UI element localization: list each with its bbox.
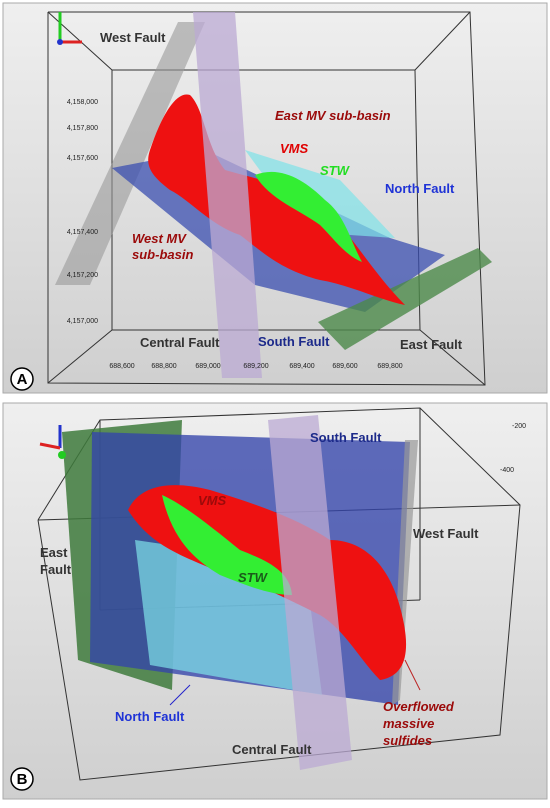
panel-letter: A xyxy=(17,371,28,388)
fault-label: West Fault xyxy=(413,526,479,541)
fault-label: East Fault xyxy=(40,545,72,577)
tick-label: -400 xyxy=(500,467,514,474)
tick-label: 689,800 xyxy=(377,363,402,370)
tick-label: 4,157,200 xyxy=(67,272,98,279)
panel-badge xyxy=(10,767,34,791)
tick-label: 689,600 xyxy=(332,363,357,370)
vms-label: VMS xyxy=(280,141,309,156)
y-axis-ticks: 4,158,000 4,157,800 4,157,600 4,157,400 … xyxy=(67,99,98,325)
basin-label: West MV sub-basin xyxy=(132,231,193,262)
fault-label: Central Fault xyxy=(232,742,312,757)
fault-label: East Fault xyxy=(400,337,463,352)
panel-a: West Fault East MV sub-basin VMS STW Nor… xyxy=(2,2,548,394)
central-fault-plane xyxy=(193,12,262,378)
axis-gizmo xyxy=(39,425,66,459)
central-fault-plane xyxy=(268,415,352,770)
fault-label: North Fault xyxy=(385,181,455,196)
stw-envelope xyxy=(245,150,395,238)
label-line: sulfides xyxy=(383,733,432,748)
label-line: Overflowed xyxy=(383,699,455,714)
stw-body xyxy=(162,495,292,595)
panel-letter: B xyxy=(17,771,28,788)
label-line: sub-basin xyxy=(132,247,193,262)
basin-label: East MV sub-basin xyxy=(275,108,391,123)
label-line: massive xyxy=(383,716,434,731)
bounding-box xyxy=(47,11,486,386)
fault-label: West Fault xyxy=(100,30,166,45)
tick-label: 4,157,400 xyxy=(67,229,98,236)
label-line: East xyxy=(40,545,68,560)
tick-label: 4,157,000 xyxy=(67,318,98,325)
fault-label: South Fault xyxy=(258,334,330,349)
x-axis-ticks: 688,600 688,800 689,000 689,200 689,400 … xyxy=(109,363,402,370)
vms-label: VMS xyxy=(198,493,227,508)
stw-label: STW xyxy=(320,163,351,178)
tick-label: 4,157,800 xyxy=(67,125,98,132)
callout-line xyxy=(169,684,191,706)
label-line: Fault xyxy=(40,562,72,577)
fault-label: North Fault xyxy=(115,709,185,724)
tick-label: 689,000 xyxy=(195,363,220,370)
tick-label: 4,157,600 xyxy=(67,155,98,162)
panel-badge xyxy=(10,367,34,391)
axis-gizmo xyxy=(57,12,82,45)
tick-label: 688,800 xyxy=(151,363,176,370)
fault-label: South Fault xyxy=(310,430,382,445)
stw-body xyxy=(255,171,362,262)
vms-body xyxy=(148,94,405,305)
annotation: Overflowed massive sulfides xyxy=(383,699,455,748)
label-line: West MV xyxy=(132,231,187,246)
stw-label: STW xyxy=(238,570,269,585)
tick-label: 4,158,000 xyxy=(67,99,98,106)
callout-line xyxy=(404,659,421,691)
west-fault-plane xyxy=(55,22,205,285)
tick-label: 689,400 xyxy=(289,363,314,370)
east-fault-plane xyxy=(318,248,492,350)
tick-label: 688,600 xyxy=(109,363,134,370)
tick-label: 689,200 xyxy=(243,363,268,370)
panel-b: South Fault VMS East Fault West Fault STW… xyxy=(2,402,548,800)
fault-label: Central Fault xyxy=(140,335,220,350)
tick-label: -200 xyxy=(512,423,526,430)
